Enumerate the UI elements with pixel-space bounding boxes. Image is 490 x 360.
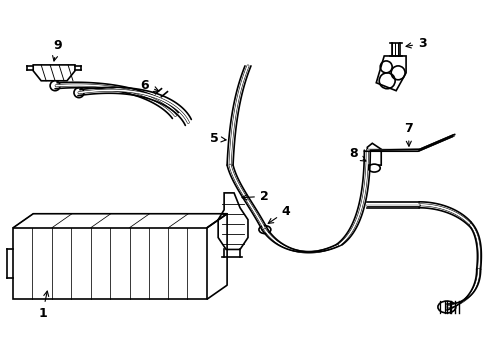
Text: 5: 5 <box>210 132 226 145</box>
Circle shape <box>74 88 84 98</box>
Ellipse shape <box>368 164 380 172</box>
Text: 8: 8 <box>349 147 366 161</box>
Text: 2: 2 <box>242 190 269 203</box>
Text: 7: 7 <box>404 122 413 146</box>
Text: 9: 9 <box>52 39 62 61</box>
Ellipse shape <box>259 226 271 234</box>
Text: 1: 1 <box>38 291 49 320</box>
Ellipse shape <box>438 301 456 313</box>
Text: 4: 4 <box>268 205 291 224</box>
Text: 3: 3 <box>406 37 427 50</box>
Text: 6: 6 <box>141 79 159 92</box>
Circle shape <box>50 81 60 91</box>
